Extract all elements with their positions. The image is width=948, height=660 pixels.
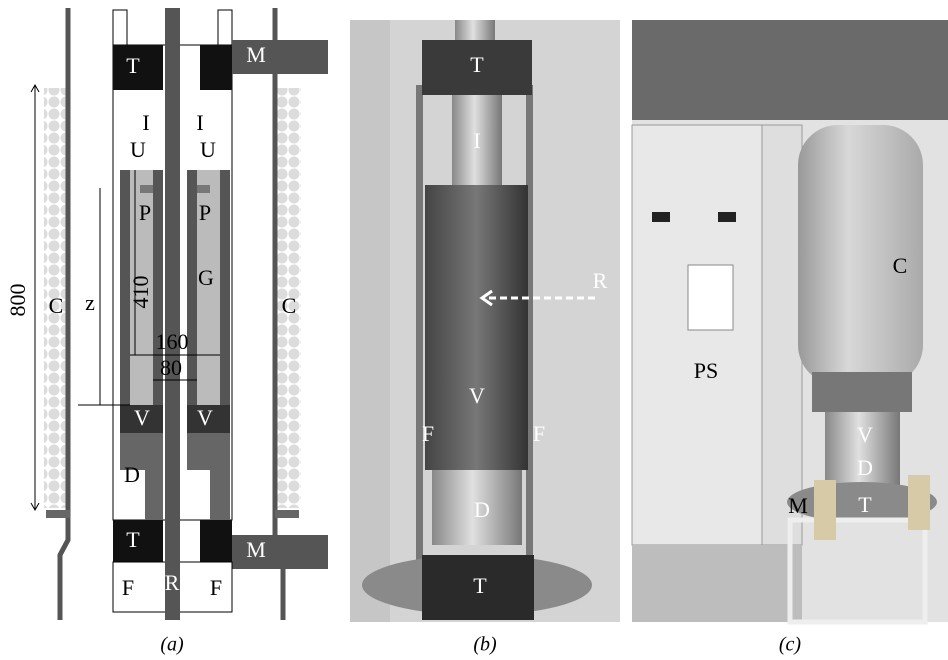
label: V: [134, 405, 150, 430]
dimension: 410: [128, 276, 153, 309]
label: G: [198, 265, 214, 290]
label: M: [246, 537, 266, 562]
label: V: [857, 422, 873, 447]
label: D: [474, 497, 490, 522]
label: I: [196, 110, 203, 135]
photo-b: [350, 20, 620, 622]
label: C: [893, 253, 908, 278]
label: F: [533, 421, 545, 446]
label: I: [142, 110, 149, 135]
label: F: [210, 575, 222, 600]
label: U: [200, 137, 216, 162]
label: T: [473, 573, 487, 598]
label: P: [139, 200, 151, 225]
label: T: [470, 52, 484, 77]
caption: (b): [473, 634, 497, 656]
label: V: [469, 383, 485, 408]
label: T: [858, 492, 872, 517]
label: T: [126, 53, 140, 78]
photo-c: [632, 20, 948, 622]
label: PS: [694, 358, 718, 383]
label: F: [422, 421, 434, 446]
label: C: [282, 293, 297, 318]
label: C: [49, 293, 64, 318]
dimension: 800: [5, 284, 30, 317]
dimension: z: [85, 290, 95, 315]
label: D: [857, 455, 873, 480]
label: M: [246, 42, 266, 67]
label: M: [788, 493, 808, 518]
label: D: [124, 462, 140, 487]
label: T: [126, 527, 140, 552]
dimension: 160: [156, 329, 189, 354]
label: R: [165, 570, 180, 595]
caption: (a): [160, 634, 184, 656]
label: U: [130, 137, 146, 162]
dimension: 80: [160, 355, 182, 380]
caption: (c): [779, 634, 802, 656]
figure: T M I I U U P P 800 z 410 G C C 160 80 V…: [0, 0, 948, 660]
label: F: [122, 575, 134, 600]
label: I: [473, 128, 480, 153]
label: P: [199, 200, 211, 225]
label: R: [593, 268, 608, 293]
label: V: [197, 405, 213, 430]
